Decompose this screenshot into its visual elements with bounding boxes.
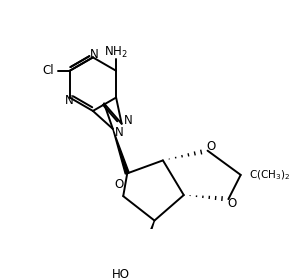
Text: O: O (227, 197, 236, 210)
Text: Cl: Cl (43, 64, 54, 77)
Text: N: N (115, 126, 124, 139)
Text: HO: HO (112, 268, 130, 280)
Text: N: N (90, 48, 99, 61)
Polygon shape (113, 129, 129, 174)
Text: N: N (124, 114, 132, 127)
Text: NH$_2$: NH$_2$ (104, 45, 128, 60)
Text: O: O (206, 140, 215, 153)
Polygon shape (138, 221, 155, 262)
Text: O: O (114, 178, 123, 191)
Text: N: N (65, 94, 73, 107)
Text: C(CH$_3$)$_2$: C(CH$_3$)$_2$ (249, 168, 290, 182)
